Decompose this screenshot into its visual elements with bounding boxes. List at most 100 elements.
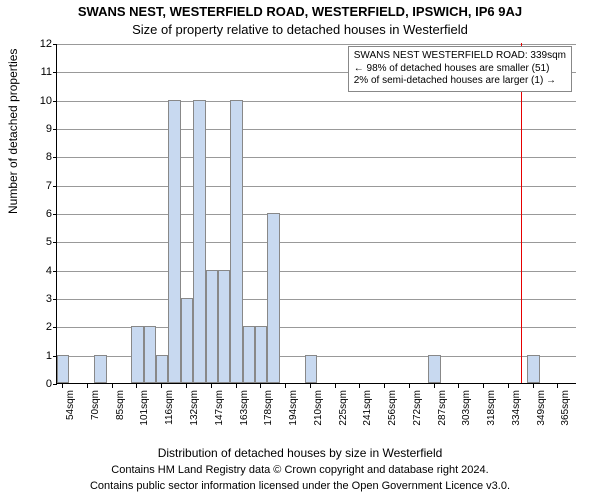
y-tick-label: 1 bbox=[22, 350, 52, 362]
x-tick-label: 132sqm bbox=[189, 390, 200, 446]
bar bbox=[94, 355, 106, 383]
x-tick-label: 272sqm bbox=[412, 390, 423, 446]
x-tick-label: 303sqm bbox=[461, 390, 472, 446]
bar bbox=[193, 100, 205, 383]
x-tick-label: 256sqm bbox=[387, 390, 398, 446]
bar bbox=[218, 270, 230, 383]
x-tick-mark bbox=[87, 384, 88, 388]
chart-container: SWANS NEST, WESTERFIELD ROAD, WESTERFIEL… bbox=[0, 0, 600, 500]
x-tick-label: 334sqm bbox=[511, 390, 522, 446]
x-tick-mark bbox=[260, 384, 261, 388]
bar bbox=[131, 326, 143, 383]
y-tick-mark bbox=[53, 271, 57, 272]
marker-line bbox=[521, 43, 522, 383]
x-tick-label: 147sqm bbox=[214, 390, 225, 446]
y-tick-label: 5 bbox=[22, 236, 52, 248]
x-tick-label: 70sqm bbox=[90, 390, 101, 446]
gridline bbox=[57, 44, 576, 45]
x-tick-label: 163sqm bbox=[239, 390, 250, 446]
x-tick-mark bbox=[211, 384, 212, 388]
x-tick-label: 365sqm bbox=[560, 390, 571, 446]
bar bbox=[305, 355, 317, 383]
y-tick-label: 3 bbox=[22, 293, 52, 305]
x-tick-label: 101sqm bbox=[139, 390, 150, 446]
bar bbox=[527, 355, 539, 383]
x-tick-mark bbox=[359, 384, 360, 388]
gridline bbox=[57, 271, 576, 272]
x-tick-mark bbox=[285, 384, 286, 388]
x-tick-mark bbox=[335, 384, 336, 388]
x-tick-label: 241sqm bbox=[362, 390, 373, 446]
x-tick-mark bbox=[186, 384, 187, 388]
chart-title-sub: Size of property relative to detached ho… bbox=[0, 22, 600, 37]
x-tick-label: 116sqm bbox=[164, 390, 175, 446]
x-tick-mark bbox=[409, 384, 410, 388]
x-tick-mark bbox=[557, 384, 558, 388]
x-tick-mark bbox=[236, 384, 237, 388]
bar bbox=[243, 326, 255, 383]
bar bbox=[206, 270, 218, 383]
bar bbox=[255, 326, 267, 383]
x-tick-mark bbox=[136, 384, 137, 388]
footer-copyright: Contains HM Land Registry data © Crown c… bbox=[0, 464, 600, 476]
y-tick-label: 7 bbox=[22, 180, 52, 192]
x-tick-label: 287sqm bbox=[437, 390, 448, 446]
bar bbox=[168, 100, 180, 383]
x-tick-mark bbox=[112, 384, 113, 388]
y-tick-mark bbox=[53, 101, 57, 102]
x-tick-mark bbox=[384, 384, 385, 388]
legend-line: 2% of semi-detached houses are larger (1… bbox=[354, 75, 566, 88]
y-tick-label: 4 bbox=[22, 265, 52, 277]
x-tick-mark bbox=[483, 384, 484, 388]
gridline bbox=[57, 214, 576, 215]
chart-title-main: SWANS NEST, WESTERFIELD ROAD, WESTERFIEL… bbox=[0, 4, 600, 19]
y-tick-mark bbox=[53, 157, 57, 158]
legend-box: SWANS NEST WESTERFIELD ROAD: 339sqm← 98%… bbox=[348, 46, 572, 92]
y-axis-label: Number of detached properties bbox=[6, 49, 20, 214]
y-tick-label: 11 bbox=[22, 66, 52, 78]
x-axis-label: Distribution of detached houses by size … bbox=[0, 446, 600, 460]
gridline bbox=[57, 157, 576, 158]
x-tick-label: 178sqm bbox=[263, 390, 274, 446]
x-tick-mark bbox=[62, 384, 63, 388]
x-tick-mark bbox=[508, 384, 509, 388]
x-tick-label: 225sqm bbox=[338, 390, 349, 446]
bar bbox=[428, 355, 440, 383]
y-tick-label: 2 bbox=[22, 321, 52, 333]
x-tick-label: 194sqm bbox=[288, 390, 299, 446]
y-tick-mark bbox=[53, 214, 57, 215]
y-tick-label: 8 bbox=[22, 151, 52, 163]
y-tick-mark bbox=[53, 242, 57, 243]
bar bbox=[144, 326, 156, 383]
bar bbox=[57, 355, 69, 383]
y-tick-label: 10 bbox=[22, 95, 52, 107]
x-tick-label: 54sqm bbox=[65, 390, 76, 446]
y-tick-label: 0 bbox=[22, 378, 52, 390]
gridline bbox=[57, 101, 576, 102]
x-tick-mark bbox=[434, 384, 435, 388]
y-tick-mark bbox=[53, 72, 57, 73]
footer-licence: Contains public sector information licen… bbox=[0, 480, 600, 492]
y-tick-mark bbox=[53, 129, 57, 130]
y-tick-mark bbox=[53, 44, 57, 45]
gridline bbox=[57, 242, 576, 243]
legend-line: SWANS NEST WESTERFIELD ROAD: 339sqm bbox=[354, 50, 566, 63]
y-tick-mark bbox=[53, 384, 57, 385]
gridline bbox=[57, 299, 576, 300]
y-tick-mark bbox=[53, 186, 57, 187]
bar bbox=[181, 298, 193, 383]
y-tick-label: 12 bbox=[22, 38, 52, 50]
y-tick-mark bbox=[53, 299, 57, 300]
bar bbox=[156, 355, 168, 383]
x-tick-label: 85sqm bbox=[115, 390, 126, 446]
x-tick-label: 210sqm bbox=[313, 390, 324, 446]
x-tick-label: 349sqm bbox=[536, 390, 547, 446]
y-tick-label: 6 bbox=[22, 208, 52, 220]
gridline bbox=[57, 186, 576, 187]
x-tick-mark bbox=[458, 384, 459, 388]
x-tick-label: 318sqm bbox=[486, 390, 497, 446]
gridline bbox=[57, 129, 576, 130]
y-tick-label: 9 bbox=[22, 123, 52, 135]
plot-area: SWANS NEST WESTERFIELD ROAD: 339sqm← 98%… bbox=[56, 44, 576, 384]
bar bbox=[230, 100, 242, 383]
